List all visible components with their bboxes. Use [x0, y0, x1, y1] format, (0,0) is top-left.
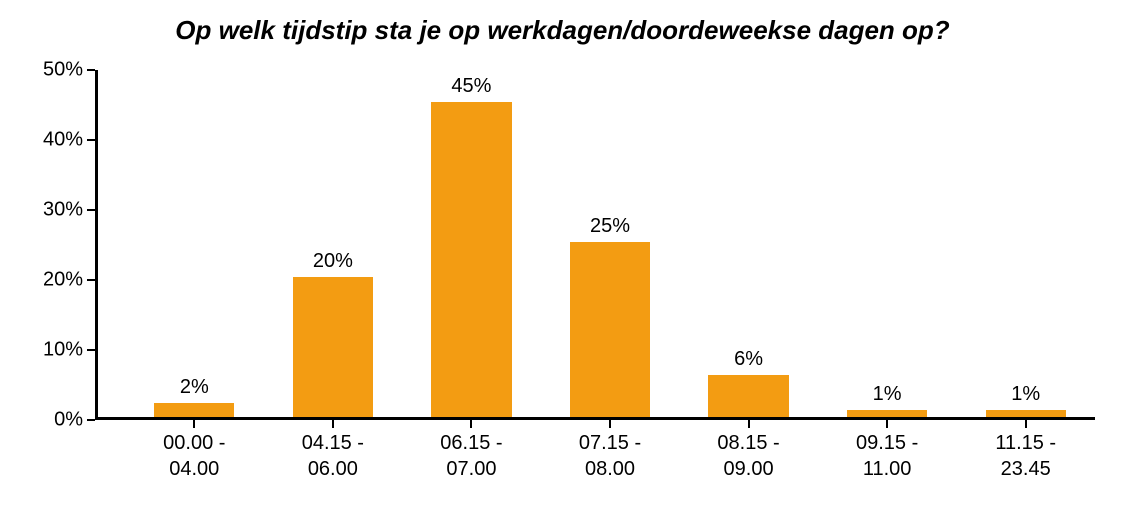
y-tick-label: 30%: [43, 199, 83, 222]
bar: [847, 410, 927, 417]
y-tick-label: 40%: [43, 129, 83, 152]
x-tick-label: 09.15 - 11.00: [818, 430, 957, 482]
x-axis: [95, 417, 1095, 420]
bar-data-label: 25%: [541, 215, 680, 238]
bar-data-label: 1%: [956, 383, 1095, 406]
y-tick-label: 50%: [43, 59, 83, 82]
x-tick: [609, 420, 611, 428]
bar-data-label: 20%: [264, 250, 403, 273]
bar-data-label: 2%: [125, 376, 264, 399]
bar: [293, 277, 373, 417]
bar: [570, 242, 650, 417]
bar-data-label: 45%: [402, 75, 541, 98]
bar: [431, 102, 511, 417]
y-tick: [87, 349, 95, 351]
x-tick: [748, 420, 750, 428]
x-tick-label: 11.15 - 23.45: [956, 430, 1095, 482]
x-tick-label: 00.00 - 04.00: [125, 430, 264, 482]
chart-title: Op welk tijdstip sta je op werkdagen/doo…: [0, 15, 1125, 46]
bar: [708, 375, 788, 417]
y-tick: [87, 419, 95, 421]
y-tick-label: 0%: [54, 409, 83, 432]
x-tick-label: 08.15 - 09.00: [679, 430, 818, 482]
bar-data-label: 6%: [679, 348, 818, 371]
y-tick: [87, 69, 95, 71]
x-tick: [470, 420, 472, 428]
plot-area: 0%10%20%30%40%50%00.00 - 04.002%04.15 - …: [95, 70, 1095, 420]
y-tick-label: 10%: [43, 339, 83, 362]
x-tick: [193, 420, 195, 428]
x-tick-label: 07.15 - 08.00: [541, 430, 680, 482]
y-tick-label: 20%: [43, 269, 83, 292]
x-tick: [332, 420, 334, 428]
bar-chart: Op welk tijdstip sta je op werkdagen/doo…: [0, 0, 1125, 525]
y-tick: [87, 139, 95, 141]
y-tick: [87, 209, 95, 211]
x-tick-label: 04.15 - 06.00: [264, 430, 403, 482]
bar: [986, 410, 1066, 417]
bar-data-label: 1%: [818, 383, 957, 406]
x-tick-label: 06.15 - 07.00: [402, 430, 541, 482]
x-tick: [1025, 420, 1027, 428]
x-tick: [886, 420, 888, 428]
y-tick: [87, 279, 95, 281]
y-axis: [95, 70, 98, 420]
bar: [154, 403, 234, 417]
